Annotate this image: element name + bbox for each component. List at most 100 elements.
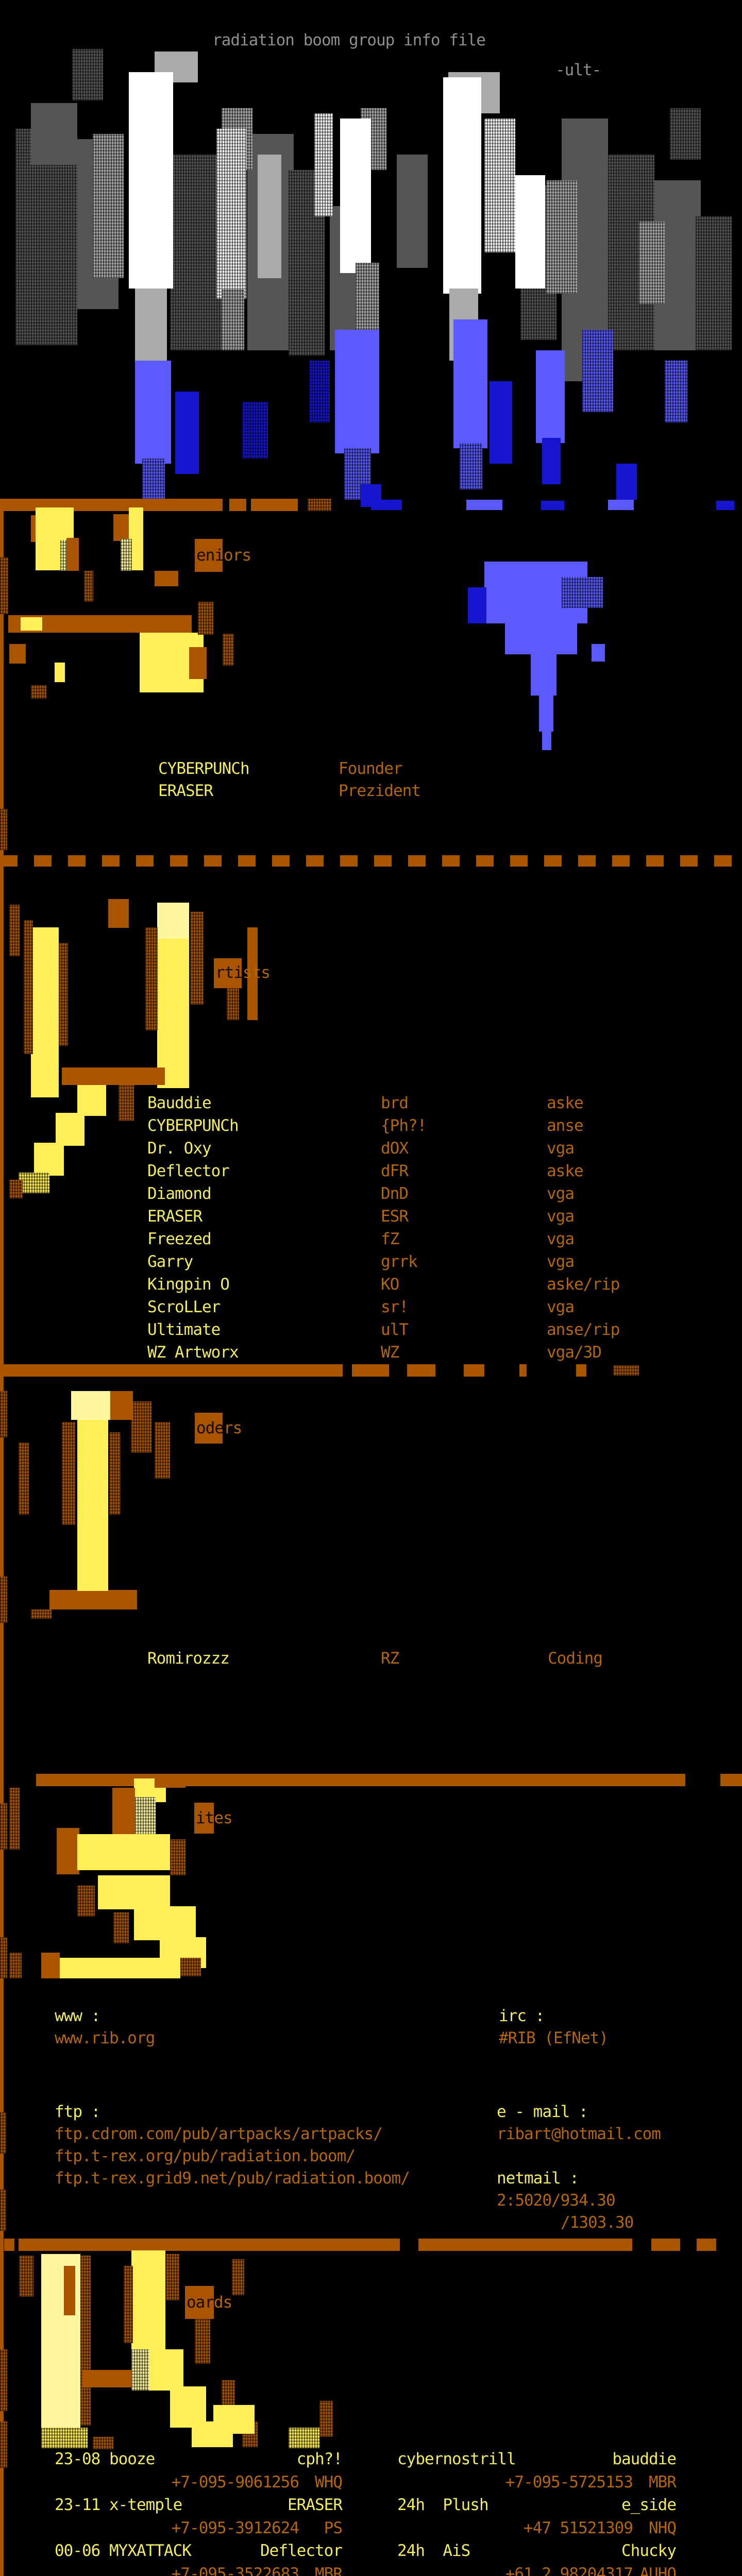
senior-name: ERASER <box>158 782 213 800</box>
art-block <box>155 1776 185 1788</box>
art-block <box>0 1364 343 1377</box>
art-block <box>468 587 486 623</box>
art-block <box>216 129 246 299</box>
art-block <box>175 392 199 474</box>
art-block <box>639 222 665 304</box>
coder-role: Coding <box>548 1649 603 1668</box>
art-block <box>77 1575 108 1591</box>
www-label: www : <box>55 2007 100 2025</box>
art-block <box>242 402 268 459</box>
artist-row: Ultimate ulT anse/rip <box>147 1319 627 1342</box>
art-block <box>232 2259 244 2295</box>
ftp-url: ftp.cdrom.com/pub/artpacks/artpacks/ <box>55 2125 383 2143</box>
art-block <box>531 649 556 696</box>
art-block <box>9 1788 20 1850</box>
art-block <box>453 319 487 448</box>
artist-handle: WZ <box>381 1343 399 1362</box>
senior-role: Prezident <box>339 782 421 800</box>
art-block <box>665 361 687 422</box>
irc-label: irc : <box>499 2007 545 2025</box>
artist-name: Garry <box>147 1252 193 1271</box>
seniors-label: eniors <box>196 545 251 566</box>
art-block <box>98 1875 170 1909</box>
art-block <box>418 2239 632 2251</box>
art-block <box>55 663 65 682</box>
art-block <box>110 1391 133 1420</box>
coders-label-on-box: ode <box>196 1419 224 1437</box>
board-line: +7-095-5725153 MBR <box>397 2472 677 2495</box>
art-block <box>0 557 8 614</box>
art-block <box>21 617 42 631</box>
art-block <box>155 571 178 586</box>
art-block <box>613 1365 639 1376</box>
art-block <box>546 180 577 294</box>
email-label: e - mail : <box>497 2103 588 2121</box>
art-block <box>170 155 222 350</box>
art-block <box>108 899 129 928</box>
artists-label-box <box>214 958 242 988</box>
artist-groups: aske/rip <box>547 1275 620 1294</box>
art-block <box>134 1906 196 1940</box>
artist-name: Bauddie <box>147 1094 212 1112</box>
art-block <box>0 499 4 2576</box>
art-block <box>562 577 603 608</box>
coder-name: Romirozzz <box>147 1649 230 1668</box>
board-line: 23-11 x-temple ERASER <box>55 2495 343 2518</box>
artists-label-on-box: rti <box>215 963 243 982</box>
art-block <box>651 2239 680 2251</box>
artist-groups: vga <box>547 1298 575 1316</box>
board-sysop: Chucky <box>621 2541 677 2560</box>
board-tag: NHQ <box>649 2519 677 2537</box>
art-block <box>616 464 637 500</box>
art-block <box>77 1886 95 1917</box>
board-phone: +7-095-3522683 <box>171 2565 299 2576</box>
art-block <box>213 2405 255 2434</box>
board-line: +7-095-3522683 MBR <box>55 2564 343 2576</box>
board-tag: MBR <box>315 2565 343 2576</box>
art-block <box>41 2428 88 2448</box>
artist-handle: ulT <box>381 1320 409 1339</box>
art-block <box>247 927 258 1020</box>
art-block <box>0 1391 7 1437</box>
artist-row: Dr. Oxy dOX vga <box>147 1138 627 1161</box>
artist-handle: DnD <box>381 1184 409 1203</box>
artist-name: ERASER <box>147 1207 203 1226</box>
art-block <box>397 155 428 268</box>
art-block <box>113 514 129 541</box>
artists-label: rtists <box>215 962 271 983</box>
sites-label: ites <box>196 1808 233 1828</box>
art-block <box>77 1085 106 1116</box>
art-block <box>696 216 732 350</box>
art-block <box>24 920 33 1054</box>
art-block <box>84 571 93 602</box>
artist-handle: brd <box>381 1094 409 1112</box>
senior-name: CYBERPUNCh <box>158 759 250 778</box>
art-block <box>0 2421 7 2468</box>
board-line: 24h Plush e_side <box>397 2495 677 2518</box>
board-name: 24h Plush <box>397 2496 489 2514</box>
art-block <box>135 1797 156 1835</box>
art-block <box>109 1432 121 1515</box>
art-block <box>157 903 189 939</box>
artist-groups: vga <box>547 1139 575 1158</box>
art-block <box>93 134 124 278</box>
boards-label-box <box>185 2286 214 2319</box>
board-tag: MBR <box>649 2473 677 2492</box>
art-block <box>147 2349 183 2391</box>
board-sysop: ERASER <box>288 2496 343 2514</box>
sites-label-after: es <box>214 1809 232 1827</box>
art-block <box>484 118 515 252</box>
art-block <box>0 1577 7 1623</box>
art-block <box>198 602 213 635</box>
board-tag: AUHQ <box>639 2565 677 2576</box>
artist-groups: vga <box>547 1252 575 1271</box>
art-block <box>9 905 20 956</box>
art-block <box>0 1803 7 1850</box>
board-name: 24h AiS <box>397 2541 470 2560</box>
board-sysop: bauddie <box>612 2450 677 2468</box>
netmail-node: 2:5020/934.30 <box>497 2191 616 2210</box>
art-block <box>145 927 158 1030</box>
artist-handle: dFR <box>381 1162 409 1180</box>
art-block <box>170 1839 185 1875</box>
artist-handle: KO <box>381 1275 399 1294</box>
